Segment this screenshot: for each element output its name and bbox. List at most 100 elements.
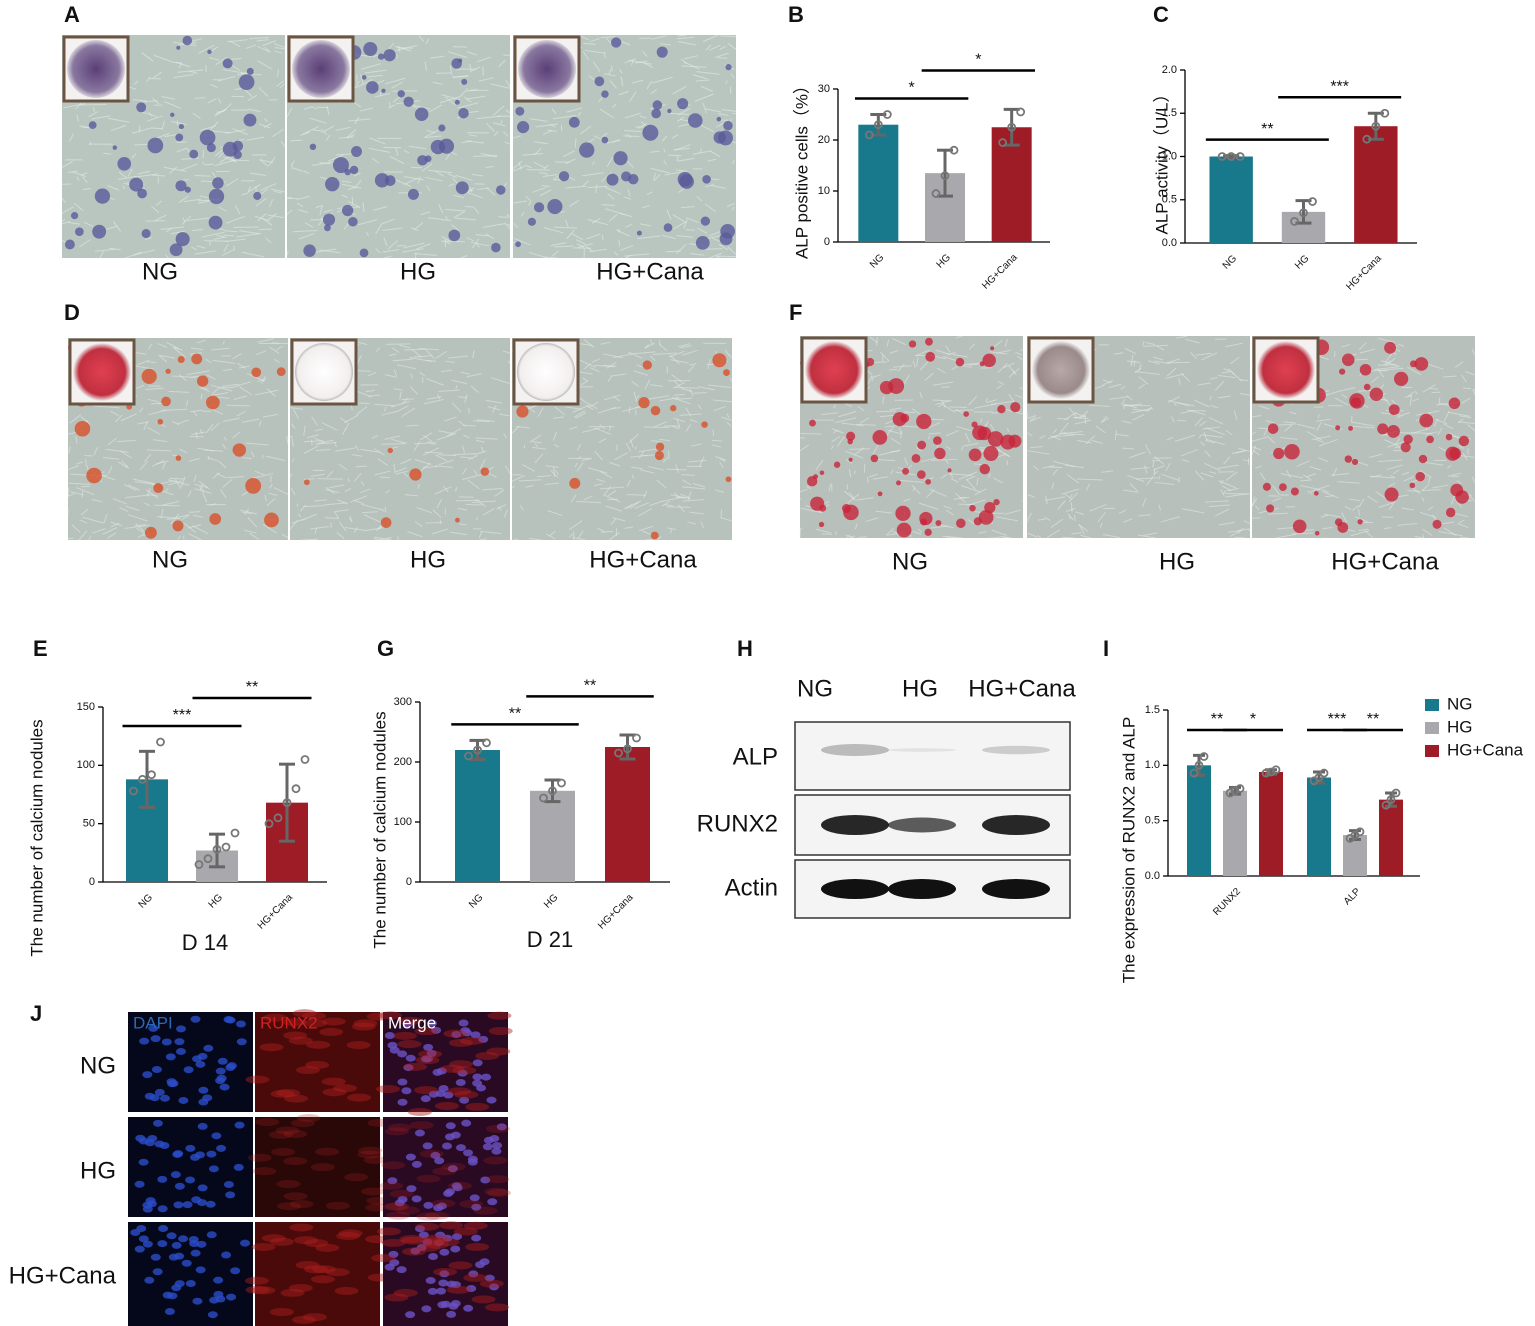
fiber <box>952 354 968 358</box>
stain-spot <box>208 215 223 230</box>
fiber <box>610 65 613 72</box>
fiber <box>603 353 623 359</box>
fiber <box>528 200 532 206</box>
fiber <box>415 243 431 250</box>
stain-spot <box>177 355 185 364</box>
cytoplasm <box>432 1167 457 1176</box>
fiber <box>1388 482 1396 487</box>
fiber <box>444 416 457 422</box>
fiber <box>553 466 556 477</box>
fiber <box>576 443 582 452</box>
stain-spot <box>725 64 732 71</box>
fiber <box>441 94 461 101</box>
fiber <box>476 243 480 248</box>
fiber <box>88 111 98 118</box>
fiber <box>526 404 536 413</box>
fiber <box>1416 410 1440 416</box>
nucleus <box>476 1084 487 1092</box>
stain-spot <box>968 448 982 462</box>
fiber <box>425 176 443 182</box>
fiber <box>439 96 461 104</box>
fiber <box>103 513 108 524</box>
stain-spot <box>458 58 463 63</box>
fiber <box>997 380 1005 386</box>
fiber <box>1316 418 1331 422</box>
stain-spot <box>409 468 422 481</box>
stain-spot <box>1387 425 1400 438</box>
cytoplasm <box>409 1121 434 1130</box>
data-point <box>1319 768 1329 778</box>
fiber <box>648 466 664 471</box>
stain-spot <box>176 45 181 50</box>
fiber <box>1195 352 1212 356</box>
fiber <box>393 178 412 188</box>
legend-label: HG <box>1447 717 1473 736</box>
fiber <box>1454 499 1463 508</box>
fiber <box>217 98 222 104</box>
fiber <box>849 448 870 450</box>
fiber <box>1109 396 1130 400</box>
fiber <box>356 354 362 365</box>
fiber <box>360 107 373 112</box>
fiber <box>286 250 289 256</box>
fiber <box>980 418 983 423</box>
fiber <box>158 354 176 359</box>
fiber <box>1078 524 1089 533</box>
fiber <box>298 232 315 240</box>
fiber <box>1032 465 1039 471</box>
fiber <box>1316 421 1322 432</box>
fiber <box>1099 523 1103 529</box>
cytoplasm <box>439 1221 464 1230</box>
fiber <box>291 437 294 447</box>
fiber <box>211 387 219 396</box>
data-point <box>1199 752 1209 761</box>
fiber <box>1451 472 1462 476</box>
fiber <box>429 104 442 113</box>
fiber <box>1382 396 1391 407</box>
fiber <box>596 478 605 483</box>
fiber <box>951 365 958 370</box>
fiber <box>1204 462 1221 471</box>
cytoplasm <box>283 1192 308 1201</box>
fiber <box>637 508 652 517</box>
stain-spot <box>175 232 190 247</box>
nucleus <box>183 1066 194 1074</box>
fiber <box>353 473 362 482</box>
fiber <box>329 484 345 489</box>
stain-spot <box>716 116 722 122</box>
fiber <box>353 172 361 177</box>
fiber <box>388 102 391 108</box>
fiber <box>1456 480 1462 484</box>
stain-spot <box>925 351 936 362</box>
nucleus <box>209 1296 220 1304</box>
nucleus <box>436 1287 447 1295</box>
cytoplasm <box>296 1066 321 1075</box>
stain-spot <box>655 442 665 452</box>
fiber <box>369 137 386 145</box>
cytoplasm <box>376 1085 401 1094</box>
fiber <box>361 503 382 511</box>
fiber <box>68 482 91 485</box>
fiber <box>1309 466 1322 471</box>
fiber <box>1051 482 1055 489</box>
fiber <box>693 392 707 394</box>
stain-spot <box>1335 425 1341 431</box>
fiber <box>392 358 413 362</box>
fiber <box>419 371 426 377</box>
cytoplasm <box>371 1254 396 1263</box>
fiber <box>245 442 269 446</box>
fiber <box>624 129 642 133</box>
fiber <box>551 108 557 115</box>
stain-spot <box>1388 404 1400 416</box>
nucleus <box>206 1231 217 1239</box>
fiber <box>466 237 475 242</box>
fiber <box>289 473 293 478</box>
fiber <box>607 375 613 383</box>
fiber <box>453 211 465 219</box>
fiber <box>437 454 457 457</box>
fiber <box>1461 397 1471 405</box>
fiber <box>314 499 327 502</box>
y-tick-label: 2.0 <box>1162 64 1177 76</box>
fiber <box>473 420 490 422</box>
nucleus <box>216 1074 227 1082</box>
